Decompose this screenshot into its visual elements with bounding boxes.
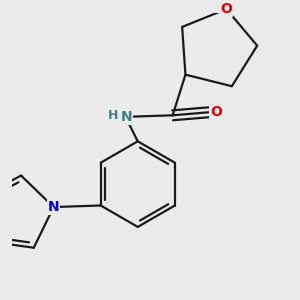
Text: N: N xyxy=(48,200,59,214)
Text: O: O xyxy=(220,2,232,16)
Text: H: H xyxy=(107,109,118,122)
Text: O: O xyxy=(210,105,222,119)
Text: N: N xyxy=(120,110,132,124)
